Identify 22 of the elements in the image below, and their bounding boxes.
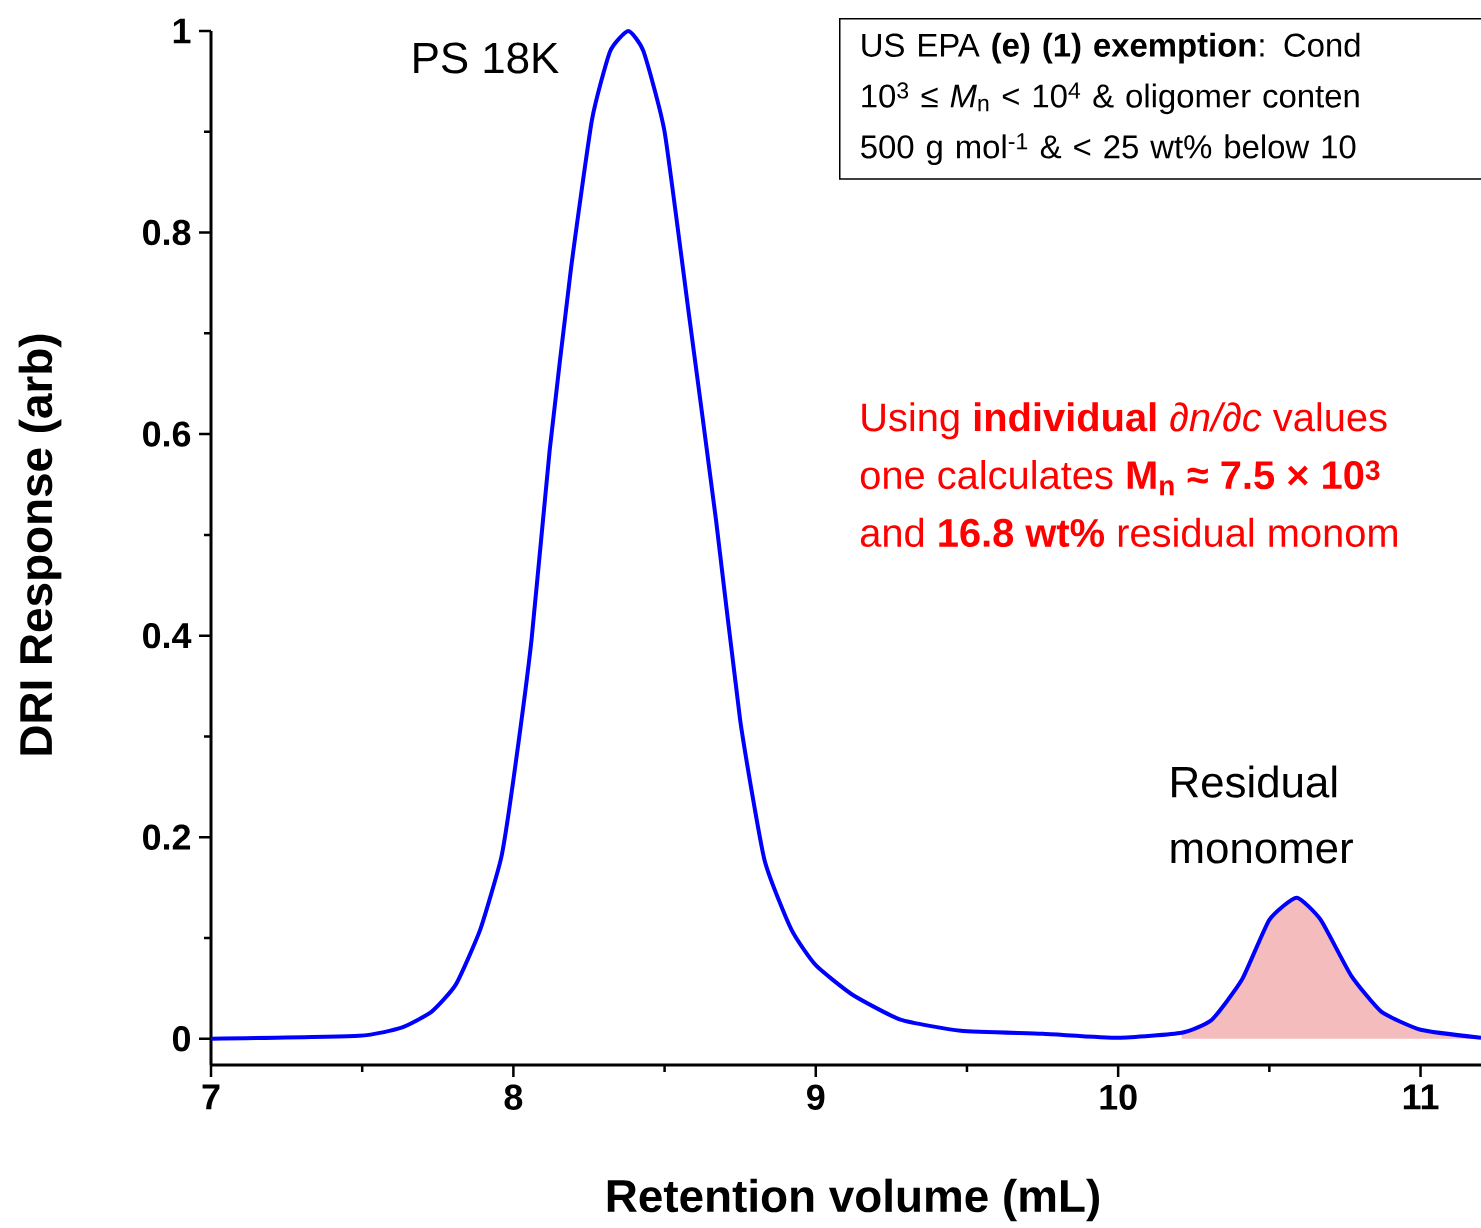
- y-axis-title: DRI Response (arb): [18, 334, 62, 755]
- annotation: PS 18K: [414, 42, 559, 74]
- x-tick-label: 11: [1403, 1084, 1439, 1110]
- annotation: US EPA (e) (1) exemption: Cond: [862, 32, 1360, 64]
- text: one calculates M$_{n}$ ≈ 7.5 × 10$^{3}$: [860, 459, 1380, 496]
- y-tick-label: 0.4: [143, 622, 192, 649]
- x-tick-label: 10: [1100, 1084, 1137, 1110]
- annotation: Using individual ∂n/∂c values: [862, 402, 1387, 440]
- y-tick-label: 0: [172, 1026, 191, 1052]
- x-tick-label: 9: [807, 1084, 825, 1110]
- x-axis-title: Retention volume (mL): [607, 1178, 1099, 1222]
- x-tick-label: 7: [202, 1084, 220, 1110]
- annotation: 10$^{3}$ ≤ M$_{n}$ < 10$^{4}$ & oligomer conten: [862, 82, 1359, 115]
- y-tick-label: 0.2: [143, 824, 191, 850]
- y-tick-label: 0.6: [143, 421, 191, 447]
- y-tick-label: 1: [173, 18, 191, 44]
- y-tick-label: 0.8: [143, 219, 191, 246]
- annotation: 500 g mol$^{-1}$ & < 25 wt% below 10: [861, 133, 1356, 166]
- annotation: and 16.8 wt% residual monom: [860, 517, 1397, 548]
- line-series: [209, 28, 1481, 1041]
- x-tick-label: 8: [504, 1084, 523, 1110]
- annotation: Residual monomer: [1171, 765, 1353, 864]
